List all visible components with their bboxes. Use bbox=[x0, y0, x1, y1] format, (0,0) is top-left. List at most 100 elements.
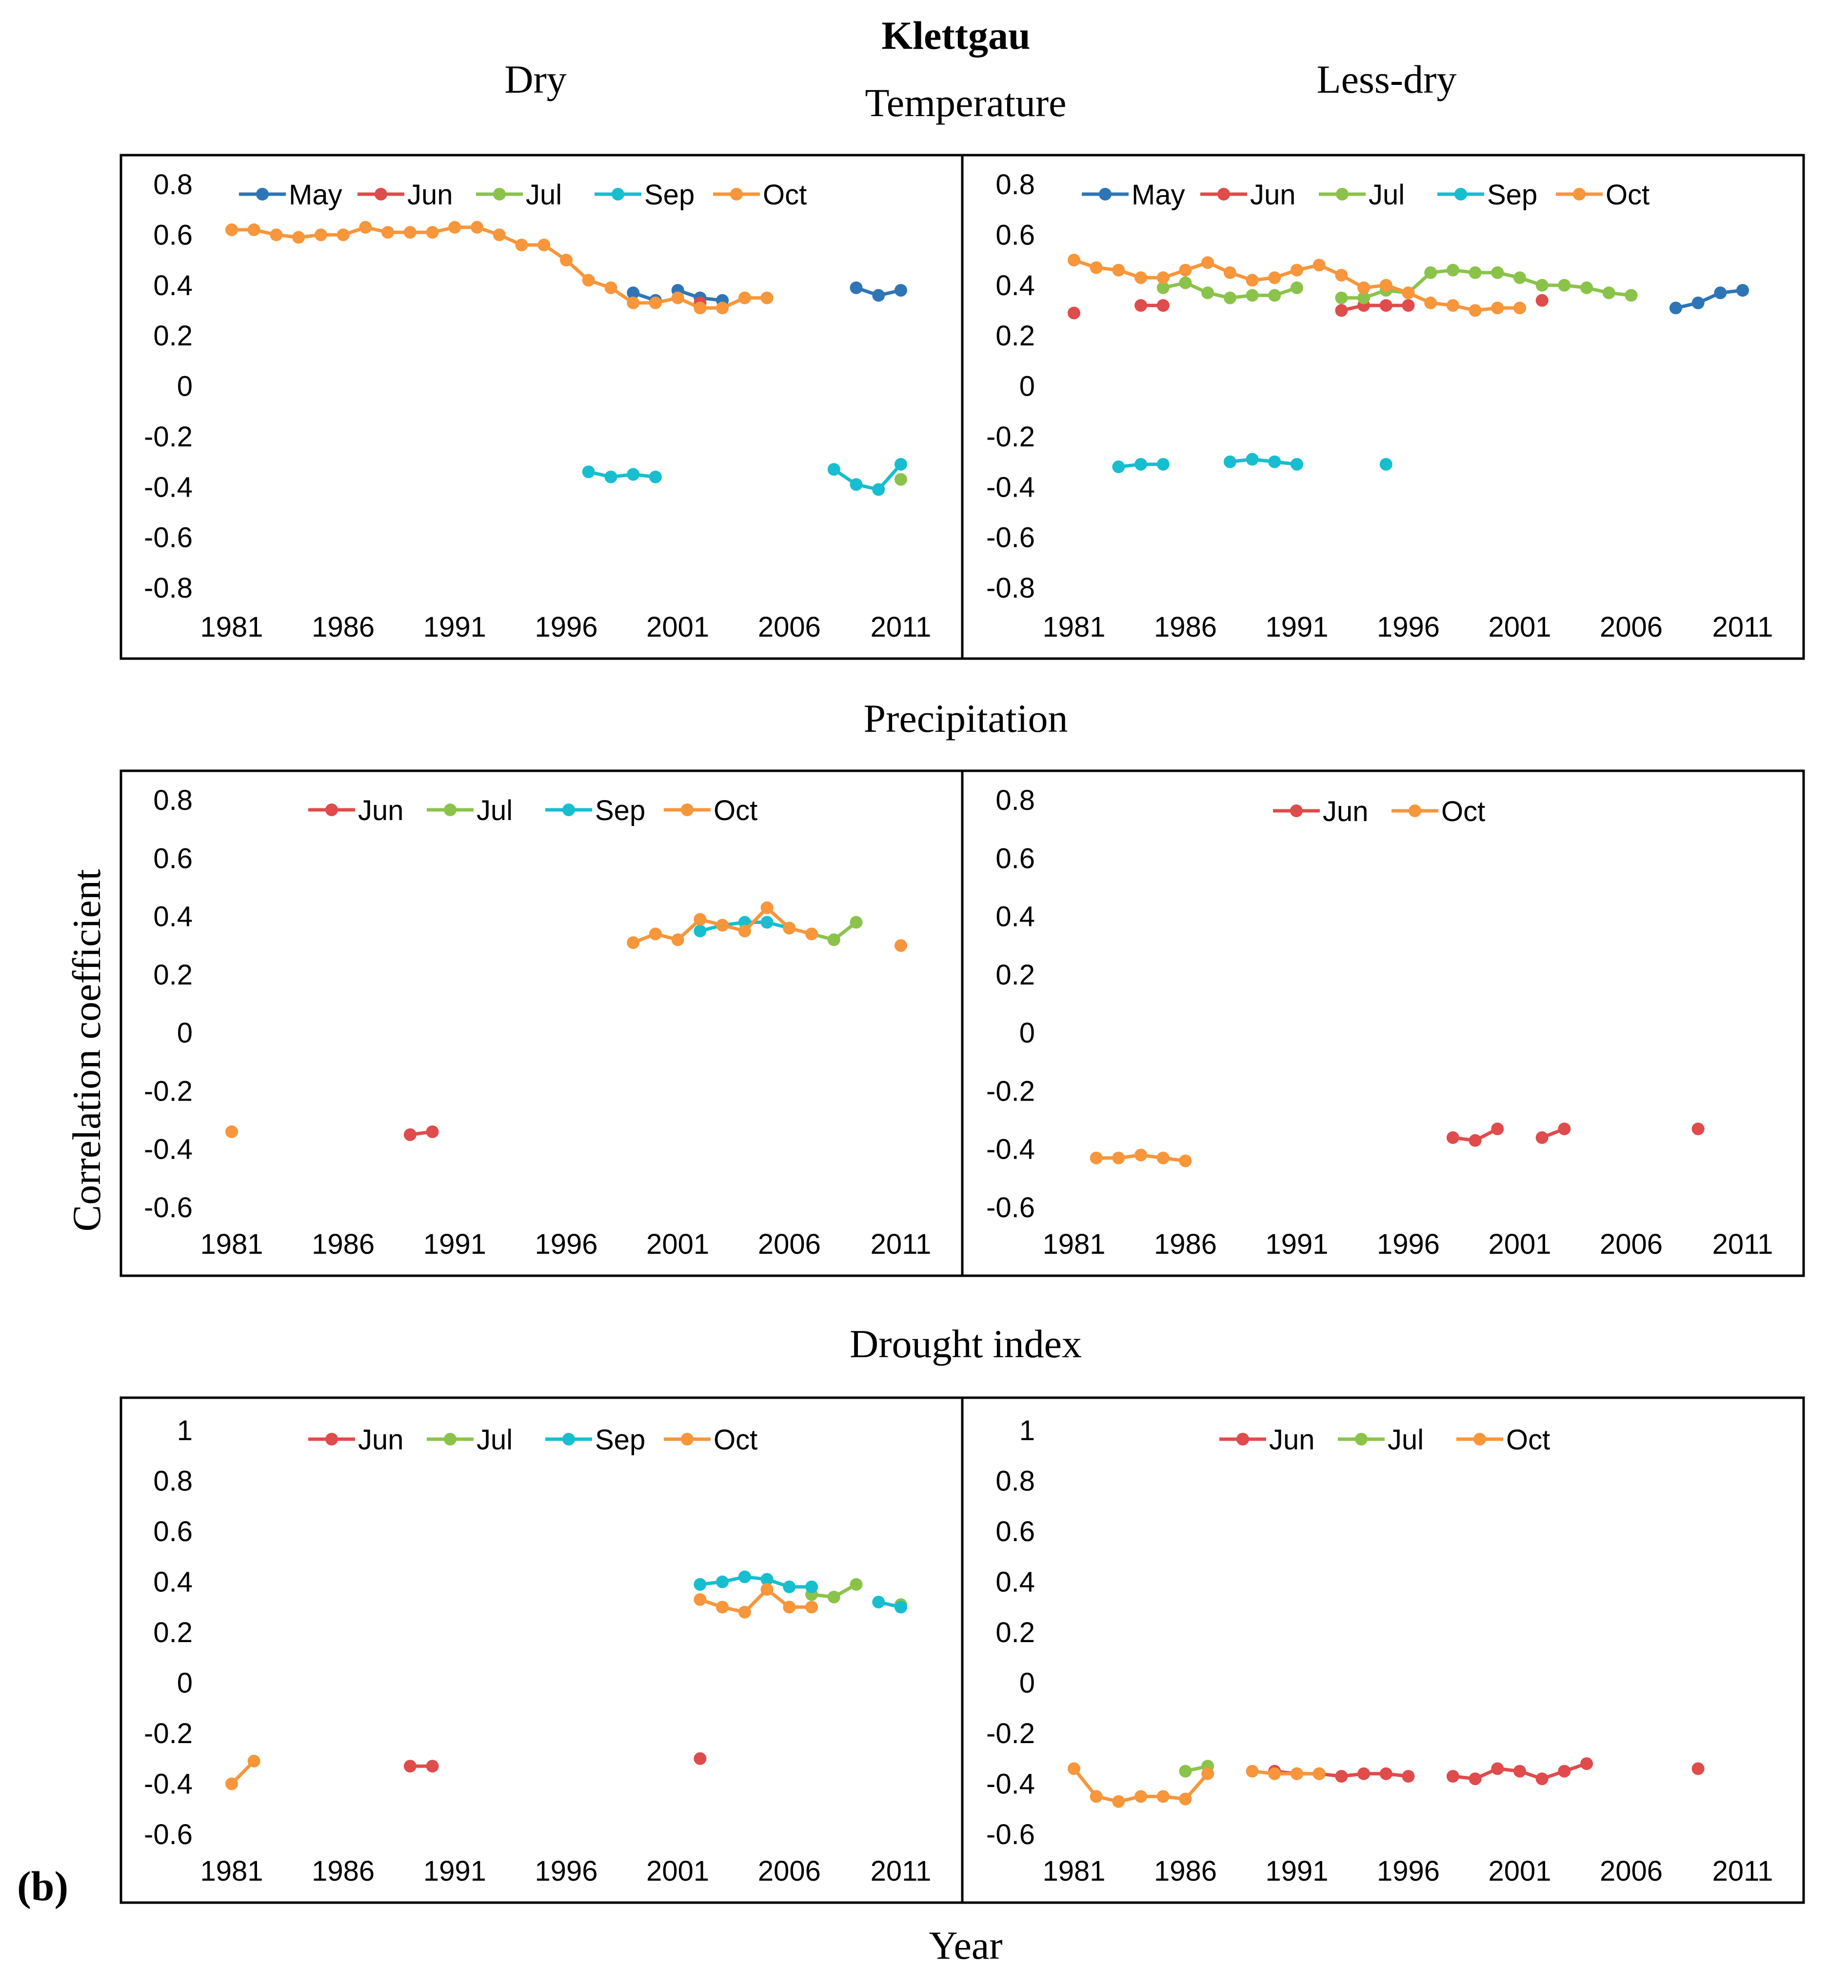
x-tick-label: 1986 bbox=[1154, 611, 1217, 643]
data-point-sep bbox=[604, 470, 617, 483]
data-point-oct bbox=[1357, 281, 1371, 294]
data-point-oct bbox=[649, 296, 662, 309]
series-line-oct bbox=[1252, 1769, 1319, 1776]
data-point-jun bbox=[1402, 299, 1415, 312]
data-point-jun bbox=[1491, 1762, 1504, 1775]
x-tick-label: 1981 bbox=[1042, 1855, 1105, 1887]
data-point-jul bbox=[1246, 289, 1259, 302]
y-tick-label: -0.2 bbox=[986, 421, 1035, 453]
data-point-sep bbox=[760, 916, 774, 929]
x-tick-label: 2006 bbox=[1600, 611, 1663, 643]
data-point-sep bbox=[872, 483, 885, 496]
y-tick-label: -0.4 bbox=[986, 1768, 1035, 1800]
data-point-jun bbox=[1379, 1767, 1392, 1780]
y-tick-label: 0.8 bbox=[995, 784, 1035, 816]
data-point-jun bbox=[1335, 1770, 1348, 1783]
series-line-sep bbox=[833, 463, 902, 491]
data-point-oct bbox=[783, 1601, 796, 1614]
legend-marker-jun bbox=[1217, 188, 1230, 201]
legend-item-jun: Jun bbox=[1219, 1424, 1315, 1456]
data-point-jun bbox=[1335, 304, 1348, 317]
legend-item-jun: Jun bbox=[1200, 179, 1296, 211]
data-point-sep bbox=[1112, 460, 1125, 473]
data-point-oct bbox=[337, 228, 350, 241]
data-point-oct bbox=[1112, 1151, 1125, 1165]
data-point-jun bbox=[1134, 299, 1148, 312]
series-oct bbox=[1068, 254, 1526, 317]
legend-label-sep: Sep bbox=[595, 1424, 645, 1456]
data-point-oct bbox=[1469, 304, 1482, 317]
x-tick-label: 1996 bbox=[1377, 1228, 1440, 1260]
data-point-jun bbox=[403, 1760, 417, 1773]
data-point-oct bbox=[694, 1593, 707, 1606]
data-point-may bbox=[894, 284, 907, 297]
x-tick-label: 1986 bbox=[312, 1228, 375, 1260]
data-point-oct bbox=[805, 1601, 818, 1614]
data-point-oct bbox=[1090, 261, 1103, 274]
data-point-oct bbox=[1179, 1154, 1192, 1167]
data-point-jun bbox=[1446, 1770, 1459, 1783]
data-point-oct bbox=[1201, 256, 1214, 269]
y-tick-label: 1 bbox=[177, 1415, 193, 1446]
y-tick-label: 0.4 bbox=[995, 901, 1035, 933]
data-point-oct bbox=[671, 291, 684, 304]
y-tick-label: 0.2 bbox=[153, 1617, 193, 1648]
data-point-oct bbox=[493, 228, 506, 241]
y-axis-label: Correlation coefficient bbox=[64, 869, 109, 1231]
legend-label-jul: Jul bbox=[526, 179, 562, 211]
legend-label-sep: Sep bbox=[1487, 179, 1537, 211]
data-point-jun bbox=[1535, 294, 1549, 307]
x-tick-label: 2011 bbox=[1712, 611, 1773, 643]
legend-item-may: May bbox=[1082, 179, 1185, 211]
data-point-oct bbox=[359, 221, 372, 234]
legend-item-oct: Oct bbox=[664, 1424, 757, 1456]
series-jul bbox=[894, 473, 907, 486]
legend-item-jul: Jul bbox=[476, 179, 562, 211]
series-jun bbox=[1446, 1123, 1705, 1147]
y-tick-label: -0.6 bbox=[986, 522, 1035, 554]
data-point-jul bbox=[1291, 281, 1303, 294]
y-tick-label: -0.2 bbox=[144, 1718, 193, 1749]
data-point-oct bbox=[716, 1601, 729, 1614]
y-tick-label: -0.8 bbox=[144, 572, 193, 604]
y-tick-label: 0.4 bbox=[995, 270, 1035, 301]
legend-marker-may bbox=[256, 188, 269, 201]
data-point-oct bbox=[471, 221, 484, 234]
data-point-oct bbox=[1156, 1151, 1170, 1165]
panel-label: (b) bbox=[17, 1863, 68, 1909]
legend-marker-jun bbox=[1236, 1433, 1249, 1446]
data-point-jun bbox=[1156, 299, 1170, 312]
data-point-jul bbox=[827, 933, 840, 946]
legend-marker-may bbox=[1099, 188, 1112, 201]
data-point-jul bbox=[827, 1590, 840, 1604]
data-point-jul bbox=[1357, 291, 1371, 304]
legend-label-sep: Sep bbox=[595, 795, 645, 826]
data-point-sep bbox=[805, 1580, 818, 1593]
data-point-may bbox=[1736, 284, 1749, 297]
data-point-jul bbox=[1201, 286, 1214, 300]
y-tick-label: 0.4 bbox=[153, 901, 193, 933]
data-point-oct bbox=[1446, 299, 1459, 312]
series-may bbox=[1669, 284, 1749, 315]
data-point-oct bbox=[1513, 301, 1526, 315]
y-tick-label: -0.2 bbox=[986, 1075, 1035, 1107]
section-title-precipitation: Precipitation bbox=[863, 696, 1068, 741]
x-tick-label: 1986 bbox=[312, 1855, 375, 1887]
data-point-oct bbox=[448, 221, 461, 234]
y-tick-label: 0.2 bbox=[995, 320, 1035, 352]
data-point-oct bbox=[738, 1606, 751, 1619]
data-point-sep bbox=[760, 1573, 774, 1586]
data-point-jul bbox=[1513, 271, 1526, 284]
data-point-oct bbox=[1134, 1790, 1148, 1803]
data-point-jul bbox=[1179, 1765, 1192, 1778]
series-line-sep bbox=[588, 470, 656, 479]
data-point-sep bbox=[694, 924, 707, 938]
data-point-jul bbox=[1558, 279, 1571, 292]
data-point-oct bbox=[1312, 259, 1326, 272]
y-tick-label: -0.4 bbox=[144, 1134, 193, 1165]
data-point-jun bbox=[1068, 306, 1080, 320]
data-point-jun bbox=[1379, 299, 1392, 312]
